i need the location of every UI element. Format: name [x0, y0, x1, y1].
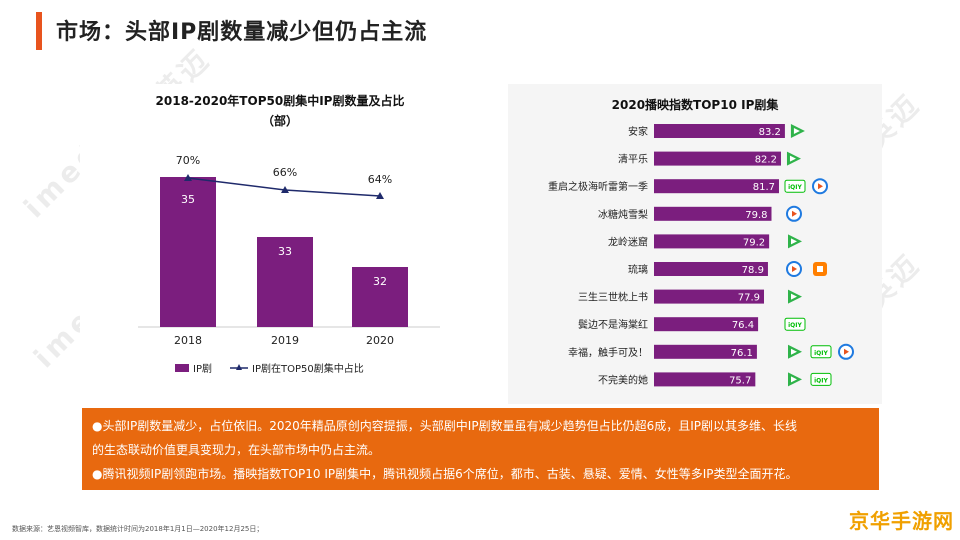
iqiyi-icon-label: iQIY	[814, 350, 828, 357]
page-title: 市场：头部IP剧数量减少但仍占主流	[56, 20, 428, 45]
iqiyi-icon	[810, 372, 832, 386]
value-label: 83.2	[759, 127, 781, 138]
bar-label-2018: 35	[181, 193, 195, 206]
left-chart-svg: 35 2018 33 2019 32 2020 70% 66% 64% IP剧 IP剧在TOP50剧…	[138, 154, 440, 375]
category-label: 三生三世枕上书	[578, 291, 648, 304]
share-label-2019: 66%	[273, 166, 297, 179]
iqiyi-icon-label: iQIY	[788, 322, 802, 329]
bar	[654, 234, 770, 249]
right-chart-title: 2020播映指数TOP10 IP剧集	[611, 98, 779, 112]
category-label: 琉璃	[628, 263, 648, 276]
iqiyi-icon	[784, 317, 806, 331]
callout-line-3: ●腾讯视频IP剧领跑市场。播映指数TOP10 IP剧集中，腾讯视频占据6个席位，…	[92, 467, 798, 481]
youku-icon-inner	[844, 348, 849, 355]
value-label: 79.8	[745, 210, 767, 221]
category-label: 龙岭迷窟	[608, 235, 648, 248]
bar	[654, 289, 765, 304]
bar	[654, 317, 759, 332]
value-label: 78.9	[742, 265, 764, 276]
iqiyi-icon-label: iQIY	[814, 377, 828, 384]
category-label: 安家	[628, 125, 648, 138]
bar-label-2019: 33	[278, 245, 292, 258]
bar	[654, 344, 757, 359]
tencent-video-icon-inner	[791, 376, 797, 383]
youku-icon-inner	[792, 266, 797, 272]
right-chart-svg: 安家 83.2 清平乐 82.2 重启之极海听雷第一季 81.7 iQIY 冰糖炖雪梨 79.8…	[548, 124, 854, 387]
value-label: 76.4	[732, 320, 754, 331]
iqiyi-icon	[810, 345, 832, 359]
mango-tv-icon-inner	[817, 266, 823, 272]
share-line	[187, 177, 381, 197]
tencent-video-icon-inner	[791, 348, 797, 355]
legend-bar-swatch	[175, 364, 189, 372]
bar	[654, 206, 772, 221]
youku-icon-inner	[792, 210, 797, 217]
value-label: 75.7	[729, 375, 751, 386]
source-footnote: 数据来源：艺恩视频智库，数据统计时间为2018年1月1日—2020年12月25日…	[12, 525, 264, 533]
category-label: 清平乐	[618, 153, 648, 166]
title-accent-bar	[36, 12, 42, 50]
bar	[654, 124, 785, 138]
bar	[654, 179, 779, 194]
youku-icon-inner	[818, 183, 823, 190]
share-marker-2019	[281, 186, 289, 193]
x-tick-2020: 2020	[366, 334, 394, 347]
bar-label-2020: 32	[373, 275, 387, 288]
bar	[654, 372, 756, 387]
share-label-2020: 64%	[368, 173, 392, 186]
category-label: 重启之极海听雷第一季	[548, 180, 648, 193]
share-marker-2018	[184, 174, 192, 181]
summary-callout: ●头部IP剧数量减少，占位依旧。2020年精品原创内容提振，头部剧中IP剧数量虽…	[82, 408, 879, 490]
value-label: 82.2	[755, 155, 777, 166]
x-tick-2019: 2019	[271, 334, 299, 347]
legend-bar-label: IP剧	[193, 363, 212, 375]
category-label: 鬓边不是海棠红	[578, 318, 648, 331]
legend-line-marker	[236, 364, 242, 370]
right-chart-panel: 2020播映指数TOP10 IP剧集 安家 83.2 清平乐 82.2 重启之极海听雷第…	[508, 84, 882, 404]
share-label-2018: 70%	[176, 154, 200, 167]
category-label: 冰糖炖雪梨	[598, 208, 648, 221]
left-chart-unit: （部）	[261, 114, 298, 128]
category-label: 不完美的她	[598, 373, 648, 386]
x-tick-2018: 2018	[174, 334, 202, 347]
legend-line-label: IP剧在TOP50剧集中占比	[252, 362, 364, 375]
bar-2020	[352, 267, 408, 327]
category-label: 幸福，触手可及！	[568, 346, 648, 359]
value-label: 79.2	[743, 237, 765, 248]
tencent-video-icon-inner	[791, 238, 797, 245]
value-label: 77.9	[738, 293, 760, 304]
iqiyi-icon-label: iQIY	[788, 184, 802, 191]
value-label: 76.1	[731, 348, 753, 359]
value-label: 81.7	[753, 182, 775, 193]
bar-2019	[257, 237, 313, 327]
callout-line-1: ●头部IP剧数量减少，占位依旧。2020年精品原创内容提振，头部剧中IP剧数量虽…	[92, 419, 797, 433]
tencent-video-icon-inner	[791, 293, 797, 300]
tencent-video-icon-inner	[793, 128, 800, 134]
share-marker-2020	[376, 192, 384, 199]
left-chart-title: 2018-2020年TOP50剧集中IP剧数量及占比	[155, 94, 405, 108]
site-logo: 京华手游网	[849, 509, 954, 533]
left-chart-panel: 2018-2020年TOP50剧集中IP剧数量及占比 （部） 35 2018 33 2…	[80, 84, 480, 404]
bar-2018	[160, 177, 216, 327]
iqiyi-icon	[784, 179, 806, 193]
tencent-video-icon-inner	[789, 155, 796, 162]
bar	[654, 262, 768, 276]
bar	[654, 151, 781, 166]
callout-line-2: 的生态联动价值更具变现力，在头部市场中仍占主流。	[92, 443, 381, 457]
